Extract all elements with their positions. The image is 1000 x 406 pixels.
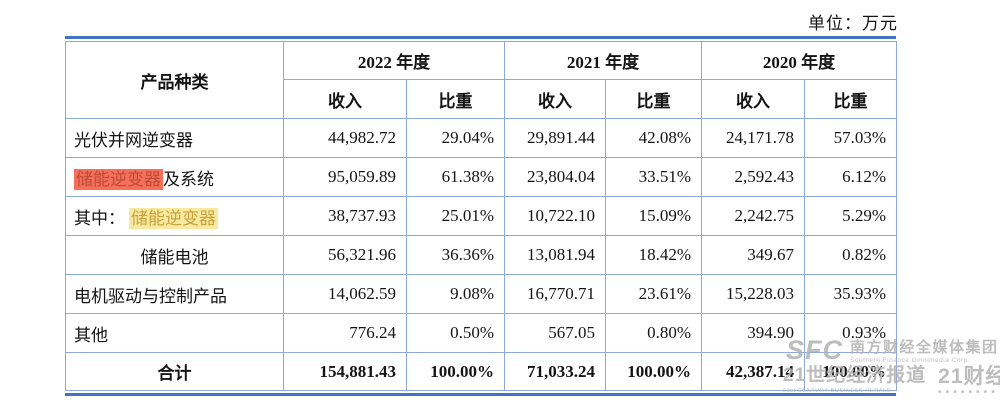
unit-label: 单位：万元 <box>808 14 898 33</box>
cell-income-2020: 349.67 <box>701 235 805 275</box>
cell-income-2020: 42,387.14 <box>701 352 805 391</box>
cell-income-2021: 23,804.04 <box>504 157 606 197</box>
watermark-brand: 21财经 <box>938 365 1000 388</box>
cell-income-2022: 38,737.93 <box>283 196 407 236</box>
cell-ratio-2020: 35.93% <box>804 274 897 314</box>
product-revenue-table: 产品种类 2022 年度 2021 年度 2020 年度 收入 比重 收入 比重… <box>65 41 897 391</box>
cell-ratio-2021: 23.61% <box>605 274 702 314</box>
cell-income-2022: 14,062.59 <box>283 274 407 314</box>
cell-ratio-2022: 0.50% <box>406 313 505 353</box>
table-row-total: 合计 154,881.43 100.00% 71,033.24 100.00% … <box>65 352 897 391</box>
table-row-storage-inverter-system: 储能逆变器 及系统 95,059.89 61.38% 23,804.04 33.5… <box>65 157 897 197</box>
cell-ratio-2021: 100.00% <box>605 352 702 391</box>
header-ratio-2021: 比重 <box>605 79 702 119</box>
table-row-motor-drive: 电机驱动与控制产品 14,062.59 9.08% 16,770.71 23.6… <box>65 274 897 314</box>
cell-ratio-2021: 15.09% <box>605 196 702 236</box>
row-label: 合计 <box>65 352 284 391</box>
cell-income-2021: 13,081.94 <box>504 235 606 275</box>
row-label-prefix: 其中： <box>74 208 125 228</box>
brand-text: 21财经 ■ ■ ■ ■ ■ ■ ■ ■ <box>938 366 1000 395</box>
cell-ratio-2021: 0.80% <box>605 313 702 353</box>
cell-income-2020: 15,228.03 <box>701 274 805 314</box>
table-bottom-double-border <box>65 393 896 396</box>
header-year-2020: 2020 年度 <box>701 41 897 80</box>
cell-ratio-2020: 0.93% <box>804 313 897 353</box>
cell-income-2022: 776.24 <box>283 313 407 353</box>
header-ratio-2020: 比重 <box>804 79 897 119</box>
row-label: 其他 <box>65 313 284 353</box>
header-income-2022: 收入 <box>283 79 407 119</box>
cell-ratio-2021: 33.51% <box>605 157 702 197</box>
cell-ratio-2020: 5.29% <box>804 196 897 236</box>
table-row-other: 其他 776.24 0.50% 567.05 0.80% 394.90 0.93… <box>65 313 897 353</box>
row-label-rest: 及系统 <box>163 169 214 189</box>
cell-ratio-2020: 100.00% <box>804 352 897 391</box>
cell-ratio-2022: 29.04% <box>406 118 505 158</box>
cell-income-2022: 56,321.96 <box>283 235 407 275</box>
cell-income-2022: 44,982.72 <box>283 118 407 158</box>
cell-income-2020: 2,592.43 <box>701 157 805 197</box>
cell-ratio-2022: 61.38% <box>406 157 505 197</box>
cell-ratio-2021: 42.08% <box>605 118 702 158</box>
row-label: 储能电池 <box>65 235 284 275</box>
cell-income-2021: 16,770.71 <box>504 274 606 314</box>
cell-income-2021: 29,891.44 <box>504 118 606 158</box>
table-row-storage-battery: 储能电池 56,321.96 36.36% 13,081.94 18.42% 3… <box>65 235 897 275</box>
yellow-highlight: 储能逆变器 <box>129 207 218 229</box>
cell-ratio-2022: 100.00% <box>406 352 505 391</box>
cell-income-2022: 154,881.43 <box>283 352 407 391</box>
row-label: 光伏并网逆变器 <box>65 118 284 158</box>
cell-income-2020: 24,171.78 <box>701 118 805 158</box>
cell-income-2020: 2,242.75 <box>701 196 805 236</box>
table-header-row-years: 产品种类 2022 年度 2021 年度 2020 年度 <box>65 41 897 119</box>
cell-ratio-2022: 9.08% <box>406 274 505 314</box>
table-row-pv-inverter: 光伏并网逆变器 44,982.72 29.04% 29,891.44 42.08… <box>65 118 897 158</box>
cell-ratio-2020: 57.03% <box>804 118 897 158</box>
cell-ratio-2022: 36.36% <box>406 235 505 275</box>
table-row-incl-storage-inverter: 其中： 储能逆变器 38,737.93 25.01% 10,722.10 15.0… <box>65 196 897 236</box>
table-top-double-border <box>65 36 896 39</box>
cell-income-2021: 10,722.10 <box>504 196 606 236</box>
header-income-2020: 收入 <box>701 79 805 119</box>
cell-income-2021: 71,033.24 <box>504 352 606 391</box>
row-label: 电机驱动与控制产品 <box>65 274 284 314</box>
header-ratio-2022: 比重 <box>406 79 505 119</box>
row-label: 其中： 储能逆变器 <box>65 196 284 236</box>
revenue-table: 产品种类 2022 年度 2021 年度 2020 年度 收入 比重 收入 比重… <box>65 36 897 396</box>
red-highlight: 储能逆变器 <box>74 168 163 190</box>
cell-ratio-2020: 6.12% <box>804 157 897 197</box>
header-year-2021: 2021 年度 <box>504 41 702 80</box>
cell-ratio-2020: 0.82% <box>804 235 897 275</box>
table-header-row-metrics: 收入 比重 收入 比重 收入 比重 <box>66 79 897 119</box>
watermark-brand-icons: ■ ■ ■ ■ ■ ■ ■ ■ <box>938 389 997 395</box>
header-year-2022: 2022 年度 <box>283 41 505 80</box>
cell-income-2020: 394.90 <box>701 313 805 353</box>
cell-ratio-2022: 25.01% <box>406 196 505 236</box>
cell-ratio-2021: 18.42% <box>605 235 702 275</box>
cell-income-2021: 567.05 <box>504 313 606 353</box>
header-product-category: 产品种类 <box>65 41 284 119</box>
header-income-2021: 收入 <box>504 79 606 119</box>
row-label: 储能逆变器 及系统 <box>65 157 284 197</box>
cell-income-2022: 95,059.89 <box>283 157 407 197</box>
